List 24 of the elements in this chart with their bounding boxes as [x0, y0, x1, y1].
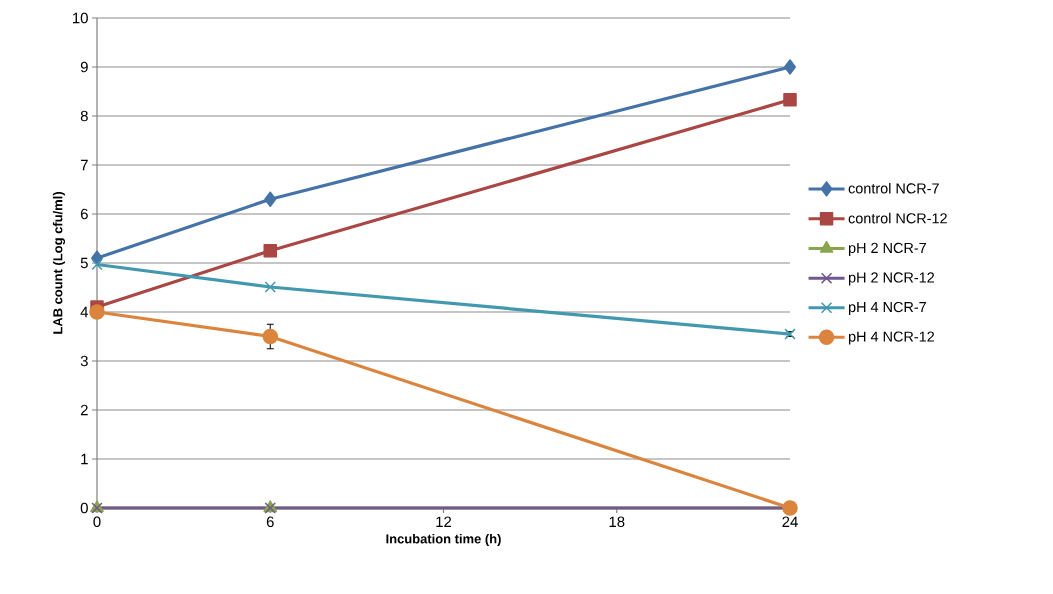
x-tick-label: 6	[266, 516, 274, 528]
legend-label: pH 2 NCR-7	[848, 242, 926, 256]
y-axis-title: LAB count (Log cfu/ml)	[52, 192, 66, 334]
legend-label: control NCR-12	[848, 212, 947, 224]
y-tick-label: 4	[80, 306, 89, 318]
y-tick-label: 0	[80, 502, 88, 514]
y-tick-label: 9	[80, 61, 88, 73]
x-tick-label: 24	[782, 516, 798, 527]
y-tick-label: 1	[81, 453, 88, 465]
legend-label: pH 4 NCR-7	[848, 301, 926, 316]
legend-label: pH 2 NCR-12	[848, 272, 934, 286]
x-tick-label: 18	[609, 516, 625, 528]
x-tick-label: 0	[93, 516, 101, 528]
legend-label: control NCR-7	[848, 182, 939, 194]
y-tick-label: 6	[80, 208, 88, 220]
y-tick-label: 8	[80, 110, 88, 122]
x-axis-title: Incubation time (h)	[386, 533, 501, 547]
x-tick-label: 12	[436, 516, 452, 527]
y-tick-label: 7	[80, 159, 88, 171]
y-tick-label: 2	[80, 404, 88, 416]
legend-label: pH 4 NCR-12	[848, 331, 934, 345]
y-tick-label: 5	[80, 257, 88, 269]
y-tick-label: 3	[80, 355, 88, 367]
y-tick-label: 10	[73, 12, 88, 24]
